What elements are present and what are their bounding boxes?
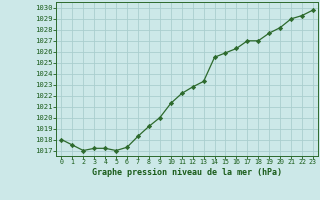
X-axis label: Graphe pression niveau de la mer (hPa): Graphe pression niveau de la mer (hPa) (92, 168, 282, 177)
